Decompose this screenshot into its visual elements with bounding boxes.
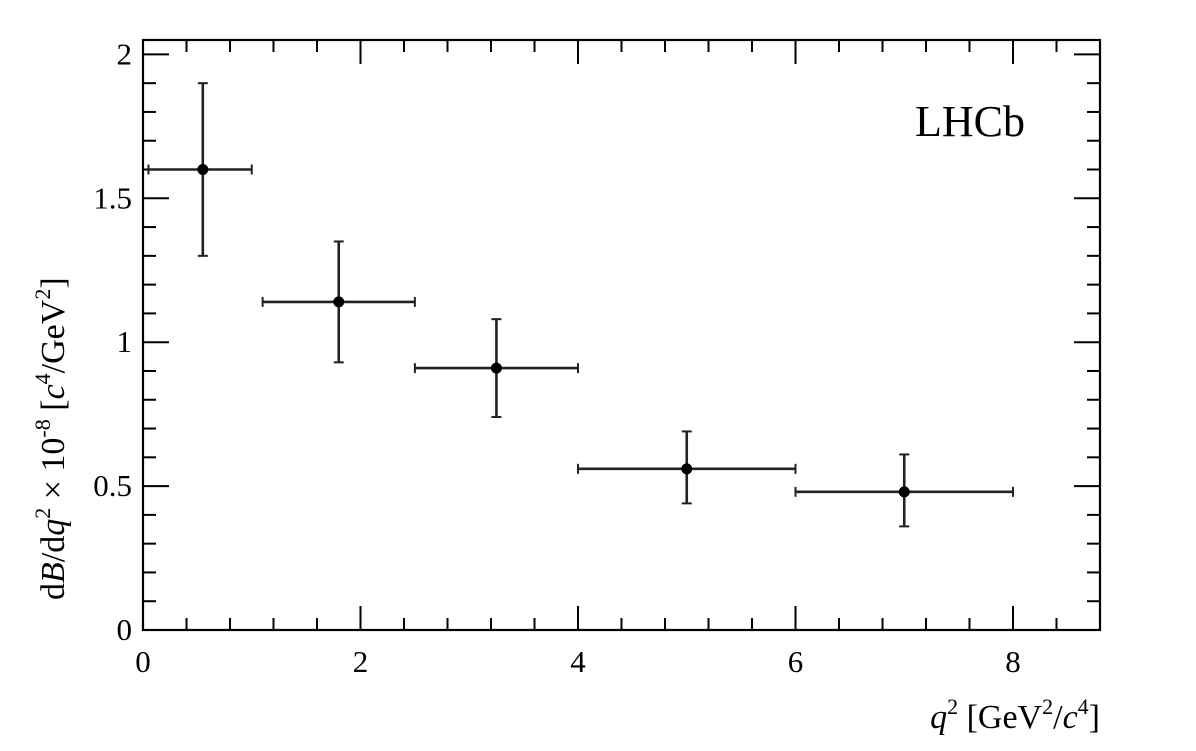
- y-label-open: [: [35, 399, 72, 419]
- data-point: [577, 430, 797, 505]
- x-label-c: c: [1063, 699, 1078, 736]
- data-point: [413, 318, 579, 419]
- x-label-q: q: [930, 699, 947, 736]
- y-label-sup3: 4: [30, 373, 55, 384]
- y-tick-label: 0: [117, 612, 133, 647]
- data-marker: [490, 362, 502, 374]
- data-point: [794, 453, 1014, 528]
- data-marker: [333, 296, 345, 308]
- y-label-d1: d: [35, 583, 72, 600]
- data-marker: [197, 164, 209, 176]
- y-tick-label: 0.5: [93, 468, 132, 503]
- y-label-close: ]: [35, 277, 72, 288]
- data-points: [147, 82, 1014, 528]
- x-label-close: ]: [1089, 699, 1100, 736]
- data-marker: [681, 463, 693, 475]
- y-tick-label: 1.5: [93, 180, 132, 215]
- tick-labels: 0 2 4 6 8 0 0.5 1 1.5 2: [93, 36, 1021, 679]
- axis-ticks: [142, 40, 1101, 631]
- y-tick-label: 1: [117, 324, 133, 359]
- x-tick-label: 4: [570, 644, 586, 679]
- experiment-label: LHCb: [915, 97, 1025, 146]
- y-label-B: B: [35, 562, 72, 583]
- x-label-sup3: 4: [1078, 694, 1089, 719]
- y-label-unit: /GeV: [35, 299, 72, 373]
- x-tick-label: 6: [788, 644, 804, 679]
- y-label-sup1: 2: [30, 508, 55, 519]
- y-label-mid: /d: [35, 536, 72, 562]
- y-axis-label: dB/dq2 × 10-8 [c4/GeV2]: [30, 277, 72, 600]
- y-label-sup2: -8: [30, 419, 55, 437]
- data-point: [147, 82, 253, 257]
- x-label-sup1: 2: [947, 694, 958, 719]
- x-label-unit: [GeV: [958, 699, 1042, 736]
- data-marker: [898, 486, 910, 498]
- y-label-q: q: [35, 519, 72, 536]
- y-label-sup4: 2: [30, 289, 55, 300]
- y-tick-label: 2: [117, 36, 133, 71]
- x-label-slash: /: [1053, 699, 1063, 736]
- x-tick-label: 8: [1005, 644, 1021, 679]
- data-point: [261, 240, 416, 364]
- x-tick-label: 0: [135, 644, 151, 679]
- y-label-times: × 10: [35, 438, 72, 508]
- x-tick-label: 2: [353, 644, 369, 679]
- x-label-sup2: 2: [1042, 694, 1053, 719]
- y-label-c: c: [35, 384, 72, 399]
- x-axis-label: q2 [GeV2/c4]: [930, 694, 1100, 736]
